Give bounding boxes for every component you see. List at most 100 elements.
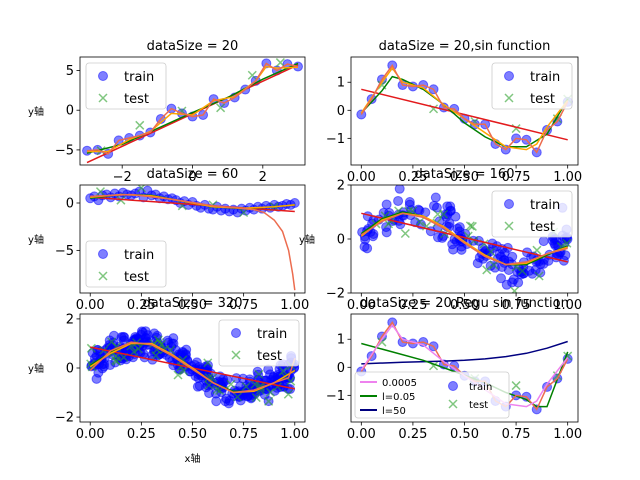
fit-line-high — [360, 63, 569, 154]
legend-test-marker — [98, 93, 108, 103]
test-point — [534, 271, 544, 281]
x-tick-label: 2 — [259, 170, 267, 185]
x-tick-label: 0 — [188, 170, 196, 185]
fit-line-linear — [361, 88, 568, 141]
legend-label: train — [530, 70, 560, 85]
test-point — [216, 103, 226, 113]
subplot-1: −2 0 2 −5 0 5 dataSize = 20 y轴 train test — [28, 39, 306, 185]
y-tick-label: 0 — [337, 233, 345, 248]
x-tick-label: 0.25 — [127, 298, 156, 313]
legend-test-marker — [448, 399, 458, 409]
subplot-6: 0.00 0.25 0.50 0.75 1.00 −1 0 1 dataSize = 20,Re… — [326, 296, 582, 442]
test-point — [275, 58, 285, 68]
test-point — [254, 369, 264, 379]
x-tick-label: 0.50 — [450, 298, 479, 313]
x-tick-label: 1.00 — [553, 427, 582, 442]
legend-label: test — [530, 92, 555, 107]
x-tick-label: −2 — [113, 170, 132, 185]
x-tick-label: 0.00 — [347, 170, 376, 185]
y-tick-label: 5 — [66, 64, 74, 79]
legend-label: test — [257, 349, 282, 364]
train-point — [507, 251, 518, 262]
train-point — [394, 185, 405, 194]
subplot-2: 0.00 0.25 0.50 0.75 1.00 −1 0 1 dataSize = 20,si… — [326, 39, 582, 185]
plot-area — [86, 326, 300, 409]
legend-label: test — [124, 270, 149, 285]
x-tick-label: 1.00 — [553, 170, 582, 185]
legend: train test — [491, 62, 573, 110]
test-point — [247, 70, 257, 80]
x-tick-label: 0.50 — [178, 427, 207, 442]
train-point — [454, 222, 465, 233]
legend-test-marker — [98, 271, 108, 281]
legend-label: train — [124, 248, 154, 263]
test-point — [95, 187, 105, 197]
legend-train-marker — [98, 71, 108, 81]
test-point — [482, 265, 492, 275]
test-point — [179, 366, 189, 376]
subplot-title: dataSize = 20 — [147, 39, 239, 54]
plot-area — [82, 58, 303, 164]
legend-train-marker — [98, 249, 108, 259]
train-point — [194, 380, 205, 391]
y-tick-label: 0 — [337, 104, 345, 119]
legend-train-marker — [504, 71, 514, 81]
legend-train-marker — [231, 328, 241, 338]
x-tick-label: 0.75 — [229, 427, 258, 442]
x-tick-label: 1.00 — [280, 298, 309, 313]
legend-label: train — [469, 382, 492, 393]
y-tick-label: −2 — [326, 287, 345, 302]
train-point — [137, 327, 148, 338]
y-tick-label: 0 — [66, 197, 74, 212]
legend-label: l=0.05 — [382, 392, 415, 403]
y-tick-label: −5 — [55, 244, 74, 259]
test-point — [400, 228, 410, 239]
test-point — [532, 245, 542, 255]
train-point — [404, 197, 415, 208]
test-point — [112, 356, 122, 367]
fit-line-high — [360, 212, 568, 266]
legend-label: train — [124, 70, 154, 85]
subplot-title: dataSize = 320 — [143, 296, 243, 311]
test-point — [433, 209, 443, 219]
legend-label: train — [257, 327, 287, 342]
test-point — [511, 381, 521, 391]
x-tick-label: 1.00 — [280, 427, 309, 442]
test-point — [173, 370, 183, 380]
y-tick-label: 1 — [337, 333, 345, 348]
test-point — [377, 337, 387, 347]
subplot-4: 0.00 0.25 0.50 0.75 1.00 −2 0 2 dataSize = 160 y轴… — [299, 167, 582, 313]
train-point — [97, 363, 108, 374]
test-point — [283, 389, 293, 399]
subplot-title: dataSize = 20,sin function — [379, 39, 551, 54]
subplot-title: dataSize = 20,Regu sin function — [360, 296, 569, 311]
train-point — [221, 393, 232, 404]
test-point — [241, 381, 251, 392]
y-axis-label: y轴 — [28, 362, 44, 375]
y-axis-label: y轴 — [28, 105, 44, 118]
fit-line-linear — [361, 212, 568, 263]
subplot-title: dataSize = 160 — [415, 167, 515, 182]
x-tick-label: 0.25 — [398, 298, 427, 313]
x-tick-label: 0.00 — [347, 298, 376, 313]
fit-line-linear — [90, 196, 295, 213]
x-tick-label: 0.75 — [502, 170, 531, 185]
legend: train test — [218, 319, 300, 367]
train-point — [442, 201, 453, 212]
plot-area — [356, 60, 573, 158]
x-tick-label: 0.25 — [127, 427, 156, 442]
fit-line-high — [89, 341, 296, 394]
y-tick-label: 2 — [66, 312, 74, 327]
test-point — [278, 366, 288, 376]
test-point — [467, 221, 477, 231]
y-tick-label: 0 — [337, 361, 345, 376]
train-point — [381, 227, 392, 238]
train-point — [538, 236, 549, 247]
train-point — [289, 198, 300, 208]
x-tick-label: 0.25 — [398, 427, 427, 442]
legend: train test — [491, 190, 573, 238]
test-point — [562, 238, 572, 248]
legend-label: 0.0005 — [382, 378, 417, 389]
